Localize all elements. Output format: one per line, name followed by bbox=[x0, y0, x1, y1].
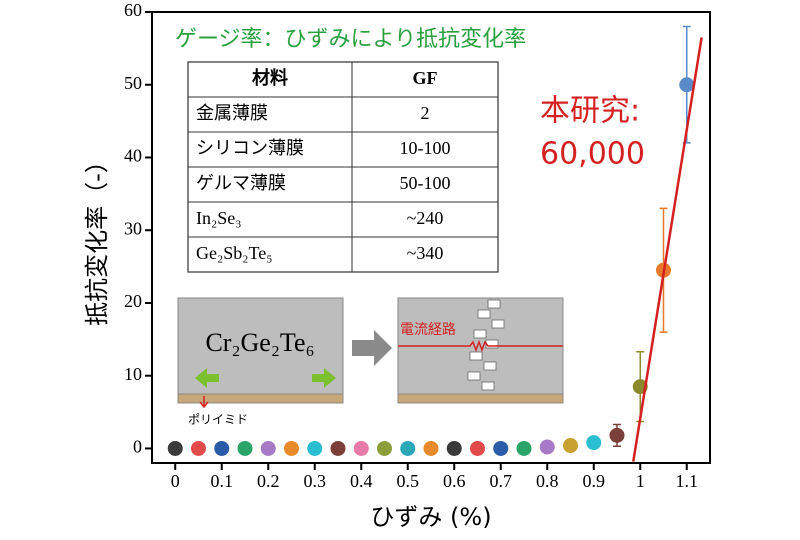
x-tick-label: 0.4 bbox=[350, 471, 373, 491]
table-cell: In₂Se₃ bbox=[196, 208, 242, 228]
study-annotation: 60,000 bbox=[540, 137, 645, 172]
data-point bbox=[586, 435, 602, 451]
y-tick-label: 10 bbox=[124, 364, 142, 384]
table-header: 材料 bbox=[252, 67, 288, 88]
y-axis-label: 抵抗変化率（-） bbox=[83, 149, 111, 326]
table: 材料 GF 金属薄膜 2 シリコン薄膜 10-100 ゲルマ薄膜 50-100 … bbox=[187, 61, 499, 273]
table-cell: 金属薄膜 bbox=[196, 103, 268, 123]
data-point bbox=[493, 440, 509, 456]
x-tick-label: 0.2 bbox=[257, 471, 280, 491]
substrate-pointer bbox=[199, 396, 209, 409]
process-arrow bbox=[352, 330, 392, 366]
x-tick-label: 0.9 bbox=[583, 471, 606, 491]
data-point bbox=[353, 440, 369, 456]
substrate bbox=[397, 393, 564, 404]
data-point bbox=[609, 427, 625, 443]
x-tick-label: 0.8 bbox=[536, 471, 559, 491]
x-tick-label: 0 bbox=[171, 471, 180, 491]
data-point bbox=[260, 440, 276, 456]
data-point bbox=[400, 440, 416, 456]
table-header: GF bbox=[413, 68, 438, 88]
y-tick-label: 30 bbox=[124, 218, 142, 238]
data-point bbox=[377, 440, 392, 456]
x-tick-label: 0.7 bbox=[490, 471, 513, 491]
substrate-label: ポリイミド bbox=[188, 413, 248, 427]
y-tick-label: 0 bbox=[133, 437, 142, 457]
data-point bbox=[679, 77, 695, 93]
y-tick-label: 20 bbox=[124, 291, 142, 311]
study-annotation: 本研究: bbox=[540, 94, 640, 129]
data-point bbox=[539, 439, 555, 455]
data-point bbox=[330, 440, 346, 456]
data-point bbox=[191, 440, 206, 456]
arrow-right bbox=[312, 368, 336, 388]
data-point bbox=[446, 440, 462, 456]
substrate bbox=[177, 393, 344, 404]
table-cell: ~240 bbox=[407, 208, 444, 228]
arrow-left bbox=[195, 368, 219, 388]
data-point bbox=[470, 440, 485, 456]
fit-line bbox=[632, 37, 703, 462]
table-cell: 10-100 bbox=[400, 138, 451, 158]
table-cell: ~340 bbox=[407, 243, 444, 263]
y-tick-label: 40 bbox=[124, 146, 142, 166]
table-cell: シリコン薄膜 bbox=[196, 138, 304, 158]
current-path-label: 電流経路 bbox=[400, 322, 456, 338]
x-tick-label: 0.6 bbox=[443, 471, 466, 491]
data-point bbox=[563, 438, 578, 454]
table-cell: ゲルマ薄膜 bbox=[196, 173, 286, 193]
x-tick-label: 0.3 bbox=[304, 471, 327, 491]
x-tick-label: 1 bbox=[636, 471, 645, 491]
x-axis-label: ひずみ (%) bbox=[370, 503, 491, 531]
data-point bbox=[237, 440, 253, 456]
data-point bbox=[214, 440, 230, 456]
plot: 0 10 20 30 40 50 60 0 0.1 0.2 0.3 0.4 0.5 0.6 0.7 0.8 0.… bbox=[83, 0, 711, 531]
data-point bbox=[423, 440, 439, 456]
table-cell: Ge₂Sb₂Te₅ bbox=[196, 243, 273, 263]
cracks bbox=[467, 299, 505, 391]
material-label: Cr₂Ge₂Te₆ bbox=[205, 328, 314, 357]
diagram: Cr₂Ge₂Te₆ 電流経路 ポリイミド bbox=[177, 297, 564, 427]
data-point bbox=[284, 440, 299, 456]
plot-frame bbox=[151, 11, 711, 464]
current-path bbox=[398, 339, 563, 353]
y-tick-label: 50 bbox=[124, 73, 142, 93]
gauge-annotation: ゲージ率：ひずみにより抵抗変化率 bbox=[175, 27, 526, 52]
data-point bbox=[307, 440, 323, 456]
x-tick-label: 1.1 bbox=[676, 471, 699, 491]
table-cell: 2 bbox=[421, 103, 430, 123]
data-point bbox=[516, 440, 532, 456]
x-tick-label: 0.1 bbox=[211, 471, 234, 491]
data-point bbox=[167, 440, 183, 456]
x-tick-label: 0.5 bbox=[397, 471, 420, 491]
table-cell: 50-100 bbox=[400, 173, 451, 193]
y-tick-label: 60 bbox=[124, 0, 142, 20]
